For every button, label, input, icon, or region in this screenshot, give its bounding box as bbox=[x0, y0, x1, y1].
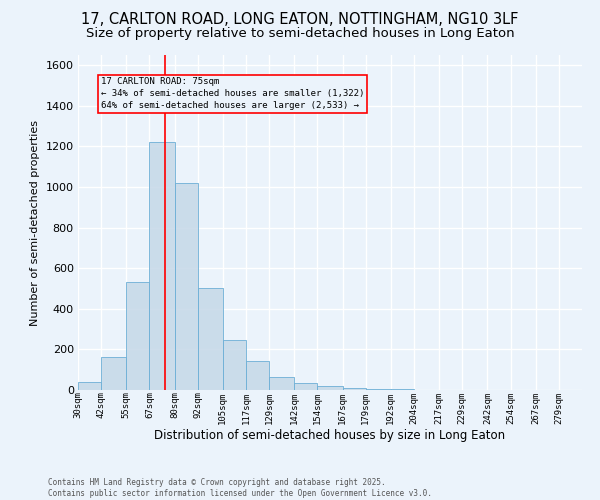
Bar bbox=[149, 142, 175, 390]
Bar bbox=[126, 282, 149, 390]
Bar bbox=[78, 382, 101, 390]
X-axis label: Distribution of semi-detached houses by size in Long Eaton: Distribution of semi-detached houses by … bbox=[154, 429, 506, 442]
Bar bbox=[223, 340, 246, 390]
Bar bbox=[101, 356, 126, 390]
Bar bbox=[343, 388, 366, 390]
Bar bbox=[366, 389, 391, 390]
Bar bbox=[294, 383, 317, 390]
Bar bbox=[175, 183, 198, 390]
Bar bbox=[391, 389, 414, 390]
Text: Size of property relative to semi-detached houses in Long Eaton: Size of property relative to semi-detach… bbox=[86, 28, 514, 40]
Y-axis label: Number of semi-detached properties: Number of semi-detached properties bbox=[30, 120, 40, 326]
Text: Contains HM Land Registry data © Crown copyright and database right 2025.
Contai: Contains HM Land Registry data © Crown c… bbox=[48, 478, 432, 498]
Bar bbox=[269, 377, 294, 390]
Text: 17 CARLTON ROAD: 75sqm
← 34% of semi-detached houses are smaller (1,322)
64% of : 17 CARLTON ROAD: 75sqm ← 34% of semi-det… bbox=[101, 78, 365, 110]
Bar bbox=[246, 360, 269, 390]
Bar bbox=[198, 288, 223, 390]
Bar bbox=[317, 386, 343, 390]
Text: 17, CARLTON ROAD, LONG EATON, NOTTINGHAM, NG10 3LF: 17, CARLTON ROAD, LONG EATON, NOTTINGHAM… bbox=[82, 12, 518, 28]
